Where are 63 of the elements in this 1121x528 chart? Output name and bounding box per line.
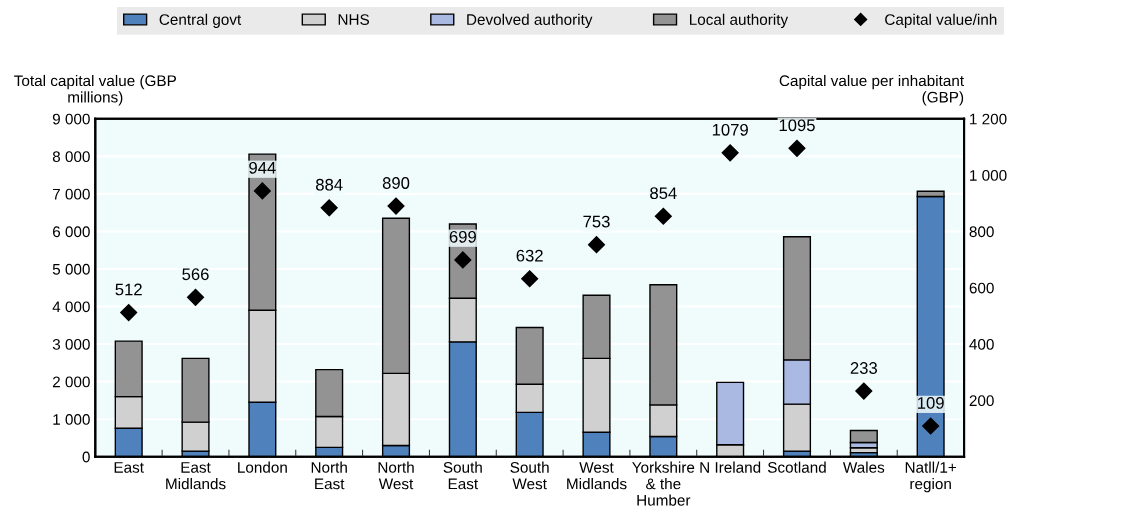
- legend-label: Devolved authority: [467, 13, 593, 28]
- point: [788, 139, 806, 157]
- y2-tick-label: 1 000: [970, 169, 1007, 181]
- y-tick-label: 4 000: [52, 301, 90, 313]
- point: [320, 199, 338, 217]
- point: [186, 288, 205, 306]
- data-label: 1079: [712, 123, 748, 136]
- y-tick-label: 1 000: [53, 414, 90, 425]
- y-tick-label: 9 000: [52, 113, 90, 125]
- legend-label: Central govt: [159, 13, 242, 28]
- legend-label: Local authority: [689, 13, 789, 28]
- point: [721, 144, 739, 162]
- data-label: 944: [249, 161, 276, 174]
- x-tick-label: East Midlands: [166, 462, 226, 490]
- point: [587, 236, 606, 254]
- x-tick-label: Natll/1+ region: [905, 461, 957, 493]
- x-tick-label: North West: [378, 461, 414, 490]
- x-tick-label: West Midlands: [567, 462, 627, 490]
- x-tick-label: North East: [311, 461, 347, 490]
- point: [253, 182, 271, 200]
- point: [387, 197, 405, 215]
- data-label: 632: [516, 249, 543, 262]
- data-label: 884: [316, 178, 343, 191]
- data-label: 699: [449, 230, 476, 243]
- x-tick-label: Scotland: [767, 461, 826, 473]
- y2-tick-label: 1 200: [970, 113, 1007, 125]
- x-tick-label: East: [114, 462, 144, 473]
- y-axis-title: Total capital value (GBP millions): [14, 74, 176, 106]
- data-label: 233: [850, 362, 877, 374]
- x-tick-label: South West: [510, 461, 549, 490]
- x-tick-label: N Ireland: [700, 461, 761, 473]
- data-label: 1095: [779, 119, 815, 132]
- y-tick-label: 6 000: [52, 226, 90, 238]
- y-tick-label: 3 000: [52, 338, 90, 350]
- bar: [849, 429, 878, 444]
- y-tick-label: 2 000: [52, 376, 90, 388]
- point: [654, 207, 672, 225]
- data-label: 512: [115, 283, 142, 296]
- point: [922, 417, 940, 435]
- x-tick-label: South East: [443, 461, 482, 490]
- data-label: 753: [583, 215, 610, 228]
- point: [454, 251, 472, 269]
- point: [521, 270, 539, 288]
- y-tick-label: 0: [82, 451, 90, 463]
- data-label: 566: [182, 268, 209, 281]
- x-tick-label: London: [238, 461, 287, 473]
- point: [120, 303, 138, 322]
- y-tick-label: 7 000: [52, 188, 90, 200]
- x-tick-label: Wales: [842, 461, 885, 473]
- y2-tick-label: 400: [969, 338, 994, 350]
- y-tick-label: 8 000: [52, 151, 90, 163]
- y2-tick-label: 200: [969, 395, 994, 407]
- x-tick-label: Yorkshire & the Humber: [632, 461, 695, 506]
- y2-tick-label: 600: [969, 282, 994, 294]
- data-label: 109: [918, 397, 944, 409]
- legend-label: Capital value/inh: [885, 13, 997, 28]
- legend-label: NHS: [338, 14, 370, 25]
- y2-axis-title: Capital value per inhabitant (GBP): [779, 74, 964, 106]
- y-tick-label: 5 000: [52, 263, 90, 275]
- y2-tick-label: 800: [969, 226, 994, 238]
- point: [855, 382, 873, 400]
- data-label: 854: [650, 187, 677, 200]
- data-label: 890: [382, 177, 410, 189]
